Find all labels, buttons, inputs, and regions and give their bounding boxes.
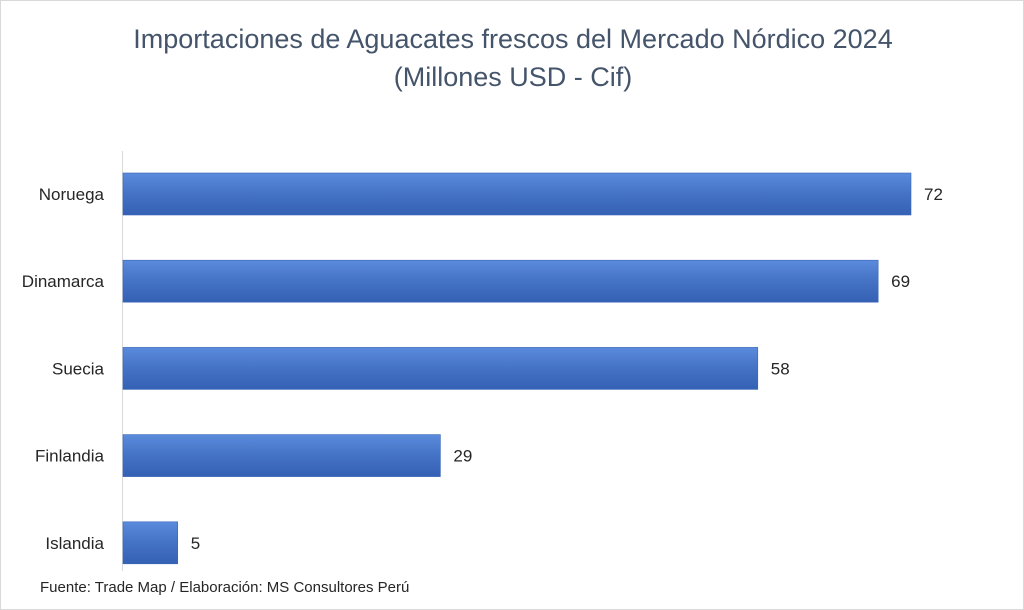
bars-layer: Noruega 72 Dinamarca 69 Suecia 58 Finlandia 29 I… <box>22 172 943 565</box>
source-note: Fuente: Trade Map / Elaboración: MS Cons… <box>40 579 409 596</box>
value-label-noruega: 72 <box>924 185 943 204</box>
category-label-noruega: Noruega <box>39 185 105 204</box>
category-label-islandia: Islandia <box>45 534 104 553</box>
bar-suecia <box>122 347 759 390</box>
chart-subtitle: (Millones USD - Cif) <box>394 62 633 92</box>
value-label-suecia: 58 <box>771 359 790 378</box>
bar-finlandia <box>122 434 441 477</box>
value-label-islandia: 5 <box>191 534 200 553</box>
chart-title: Importaciones de Aguacates frescos del M… <box>133 24 892 54</box>
bar-dinamarca <box>122 259 879 303</box>
value-label-finlandia: 29 <box>453 447 472 466</box>
value-label-dinamarca: 69 <box>891 272 910 291</box>
bar-islandia <box>122 521 179 565</box>
category-label-suecia: Suecia <box>52 359 105 378</box>
category-label-dinamarca: Dinamarca <box>22 272 105 291</box>
category-label-finlandia: Finlandia <box>35 447 105 466</box>
bar-noruega <box>122 172 912 216</box>
